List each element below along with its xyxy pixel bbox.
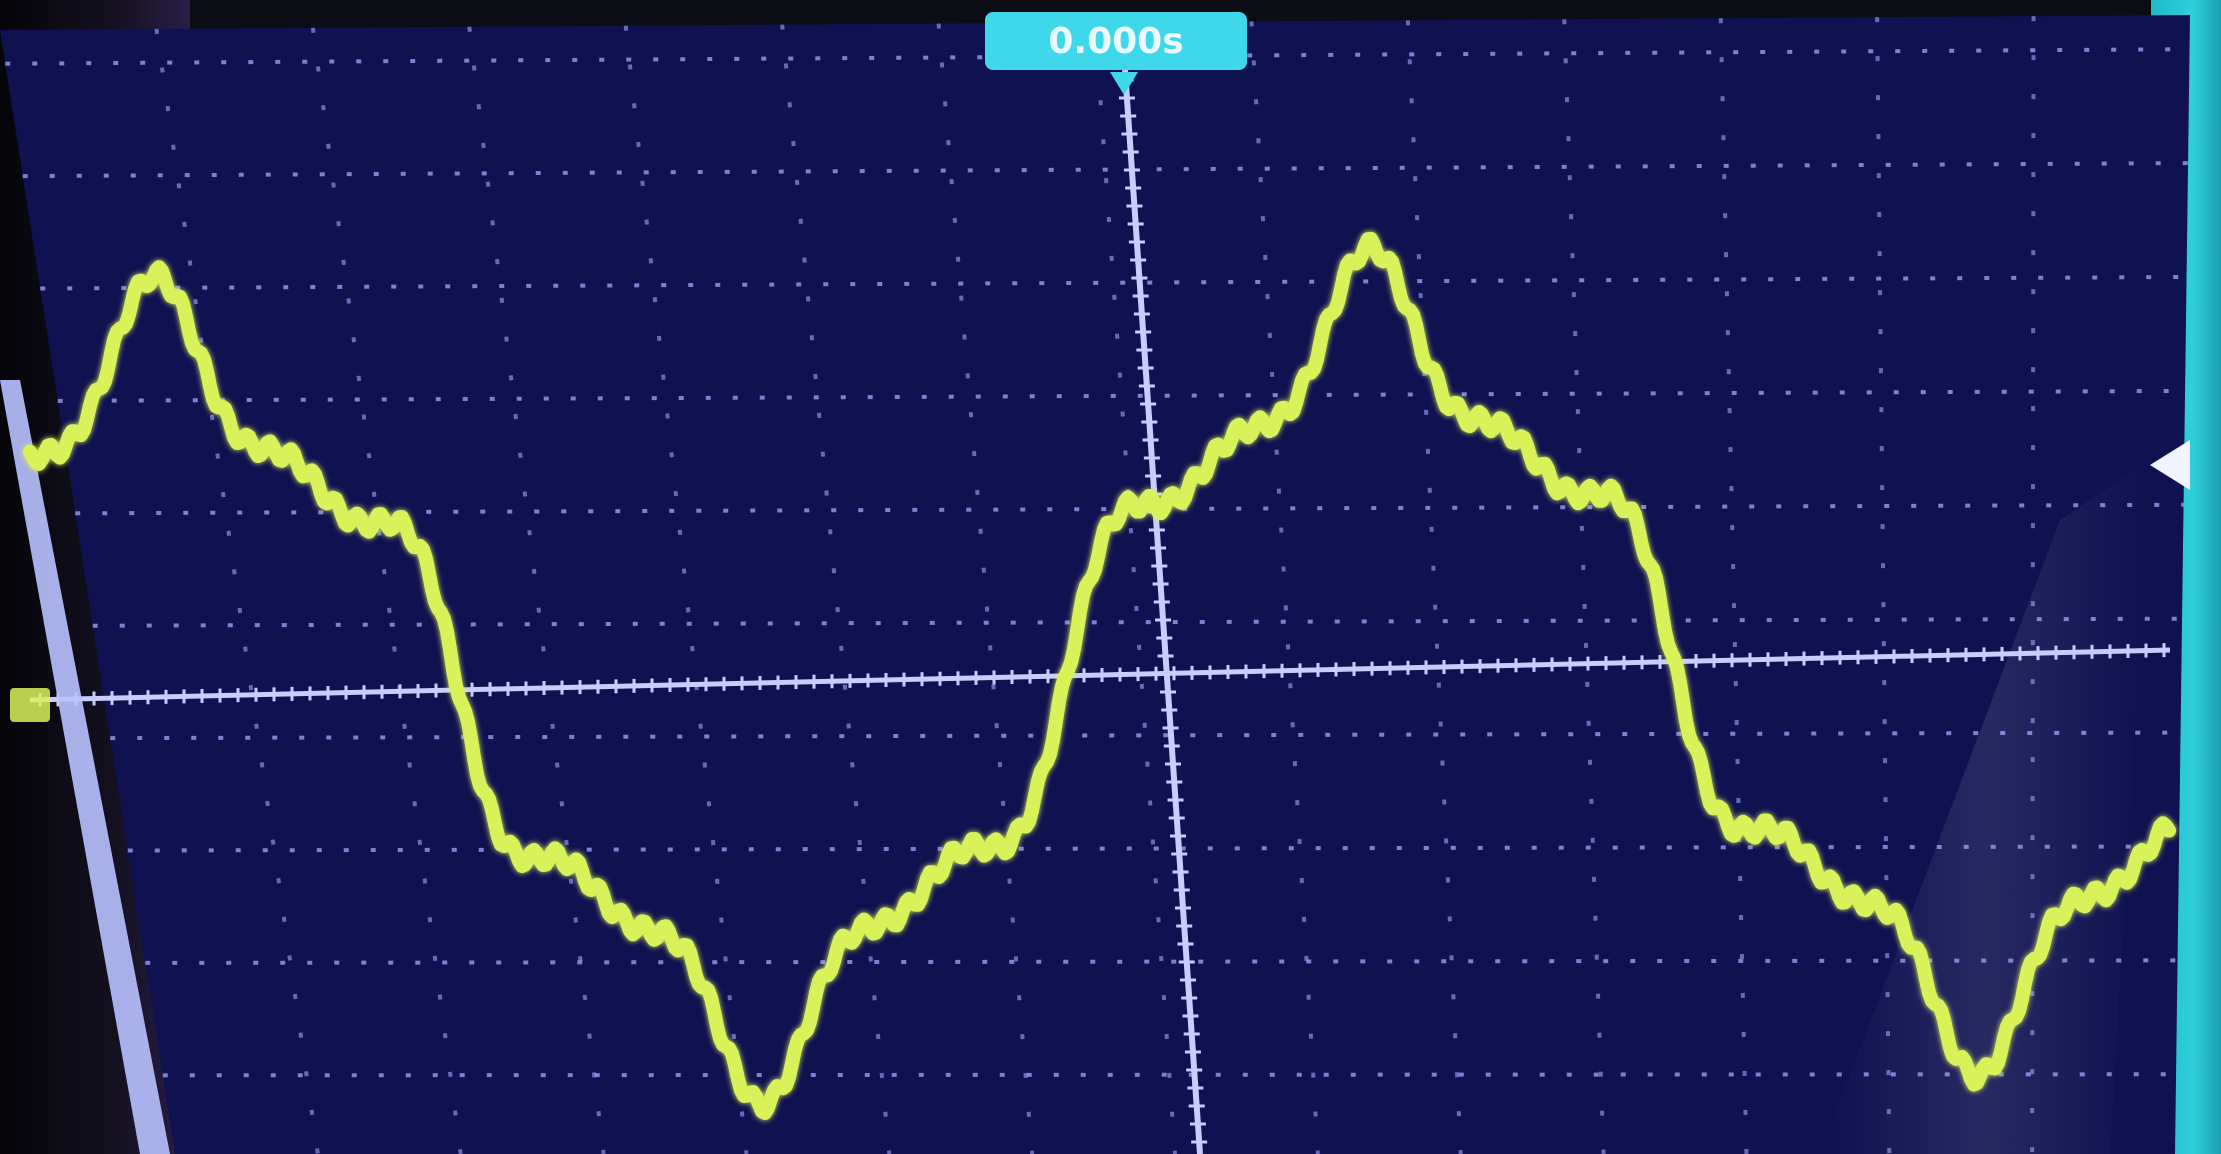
- ground-marker: [10, 688, 50, 722]
- grid-row-line: [162, 1072, 2177, 1078]
- axis-ticks: [38, 78, 2166, 1144]
- grid-row-line: [22, 161, 2189, 179]
- screen-frame-left: [0, 380, 170, 1154]
- trigger-position-indicator: 0.000s: [985, 12, 1247, 95]
- trigger-time-readout: 0.000s: [1048, 21, 1183, 62]
- center-horizontal-axis: [29, 647, 2171, 703]
- waveform-trace: [23, 231, 2176, 1120]
- trigger-level-marker: [2150, 440, 2190, 490]
- center-vertical-axis: [1122, 69, 1203, 1154]
- screen-glare: [1820, 460, 2150, 1154]
- grid-row-line: [57, 388, 2186, 403]
